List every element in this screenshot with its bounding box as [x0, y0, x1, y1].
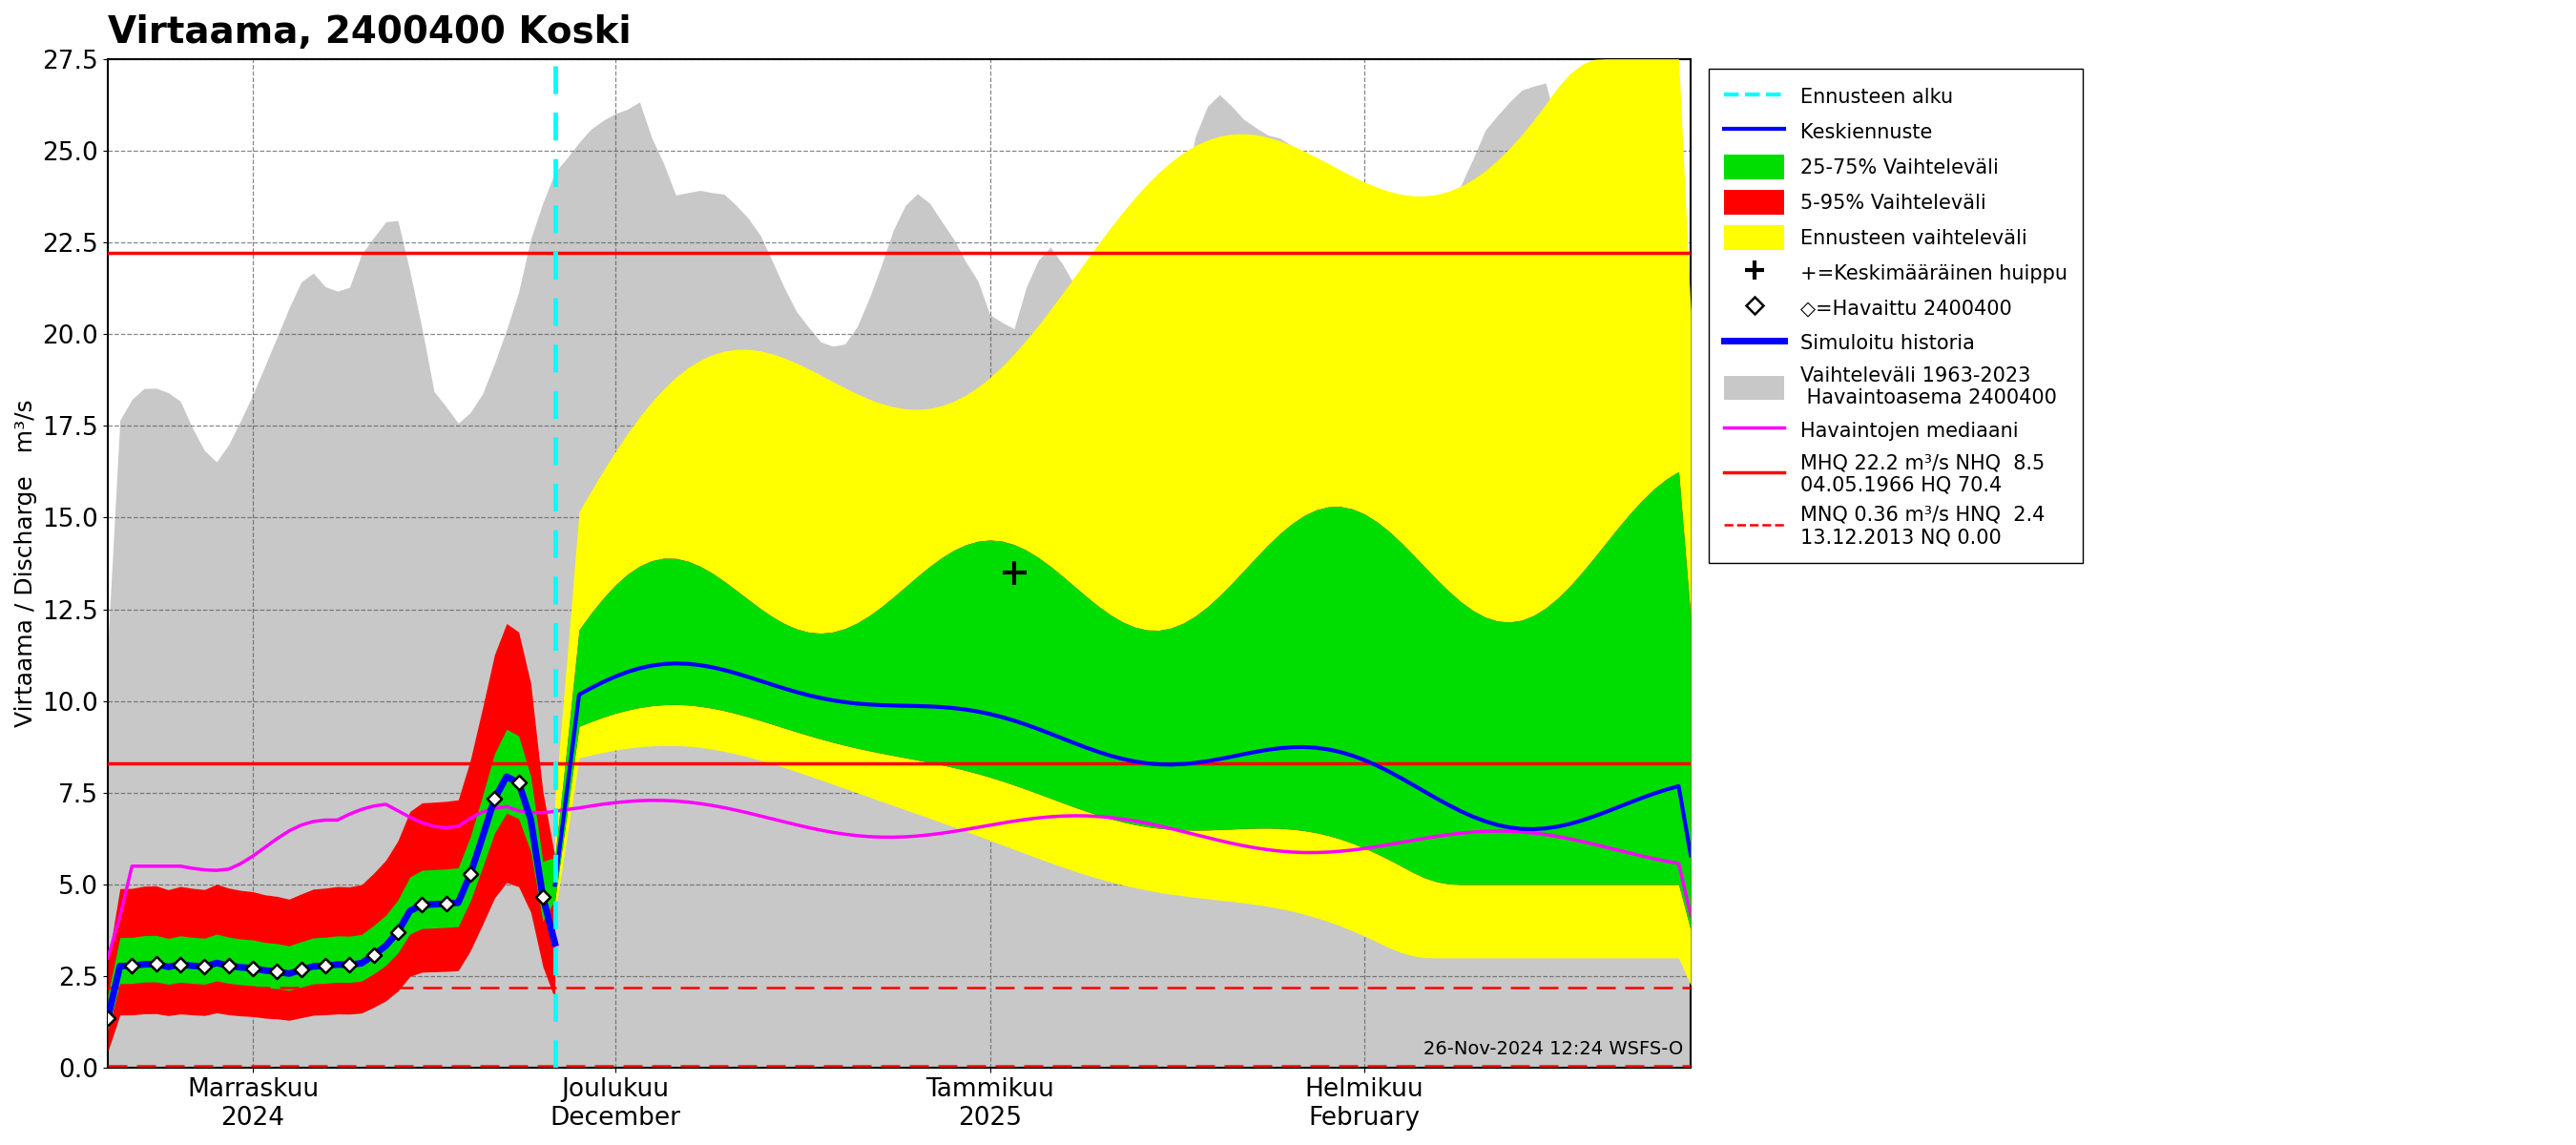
Point	[451, 866, 492, 884]
Point	[281, 961, 322, 979]
Point	[232, 960, 273, 978]
Point	[304, 956, 345, 974]
Point	[330, 956, 371, 974]
Text: Virtaama, 2400400 Koski: Virtaama, 2400400 Koski	[108, 14, 631, 50]
Point	[376, 923, 417, 941]
Y-axis label: Virtaama / Discharge   m³/s: Virtaama / Discharge m³/s	[15, 400, 36, 727]
Point	[402, 895, 443, 914]
Point	[209, 956, 250, 974]
Point	[160, 955, 201, 973]
Legend: Ennusteen alku, Keskiennuste, 25-75% Vaihteleväli, 5-95% Vaihteleväli, Ennusteen: Ennusteen alku, Keskiennuste, 25-75% Vai…	[1708, 69, 2084, 563]
Point	[353, 946, 394, 964]
Point	[111, 957, 152, 976]
Point	[474, 790, 515, 808]
Point	[183, 957, 224, 976]
Point	[137, 955, 178, 973]
Point	[425, 894, 466, 913]
Point	[523, 887, 564, 906]
Point	[497, 774, 538, 792]
Point	[88, 1009, 129, 1027]
Text: 26-Nov-2024 12:24 WSFS-O: 26-Nov-2024 12:24 WSFS-O	[1422, 1040, 1682, 1058]
Point	[258, 963, 299, 981]
